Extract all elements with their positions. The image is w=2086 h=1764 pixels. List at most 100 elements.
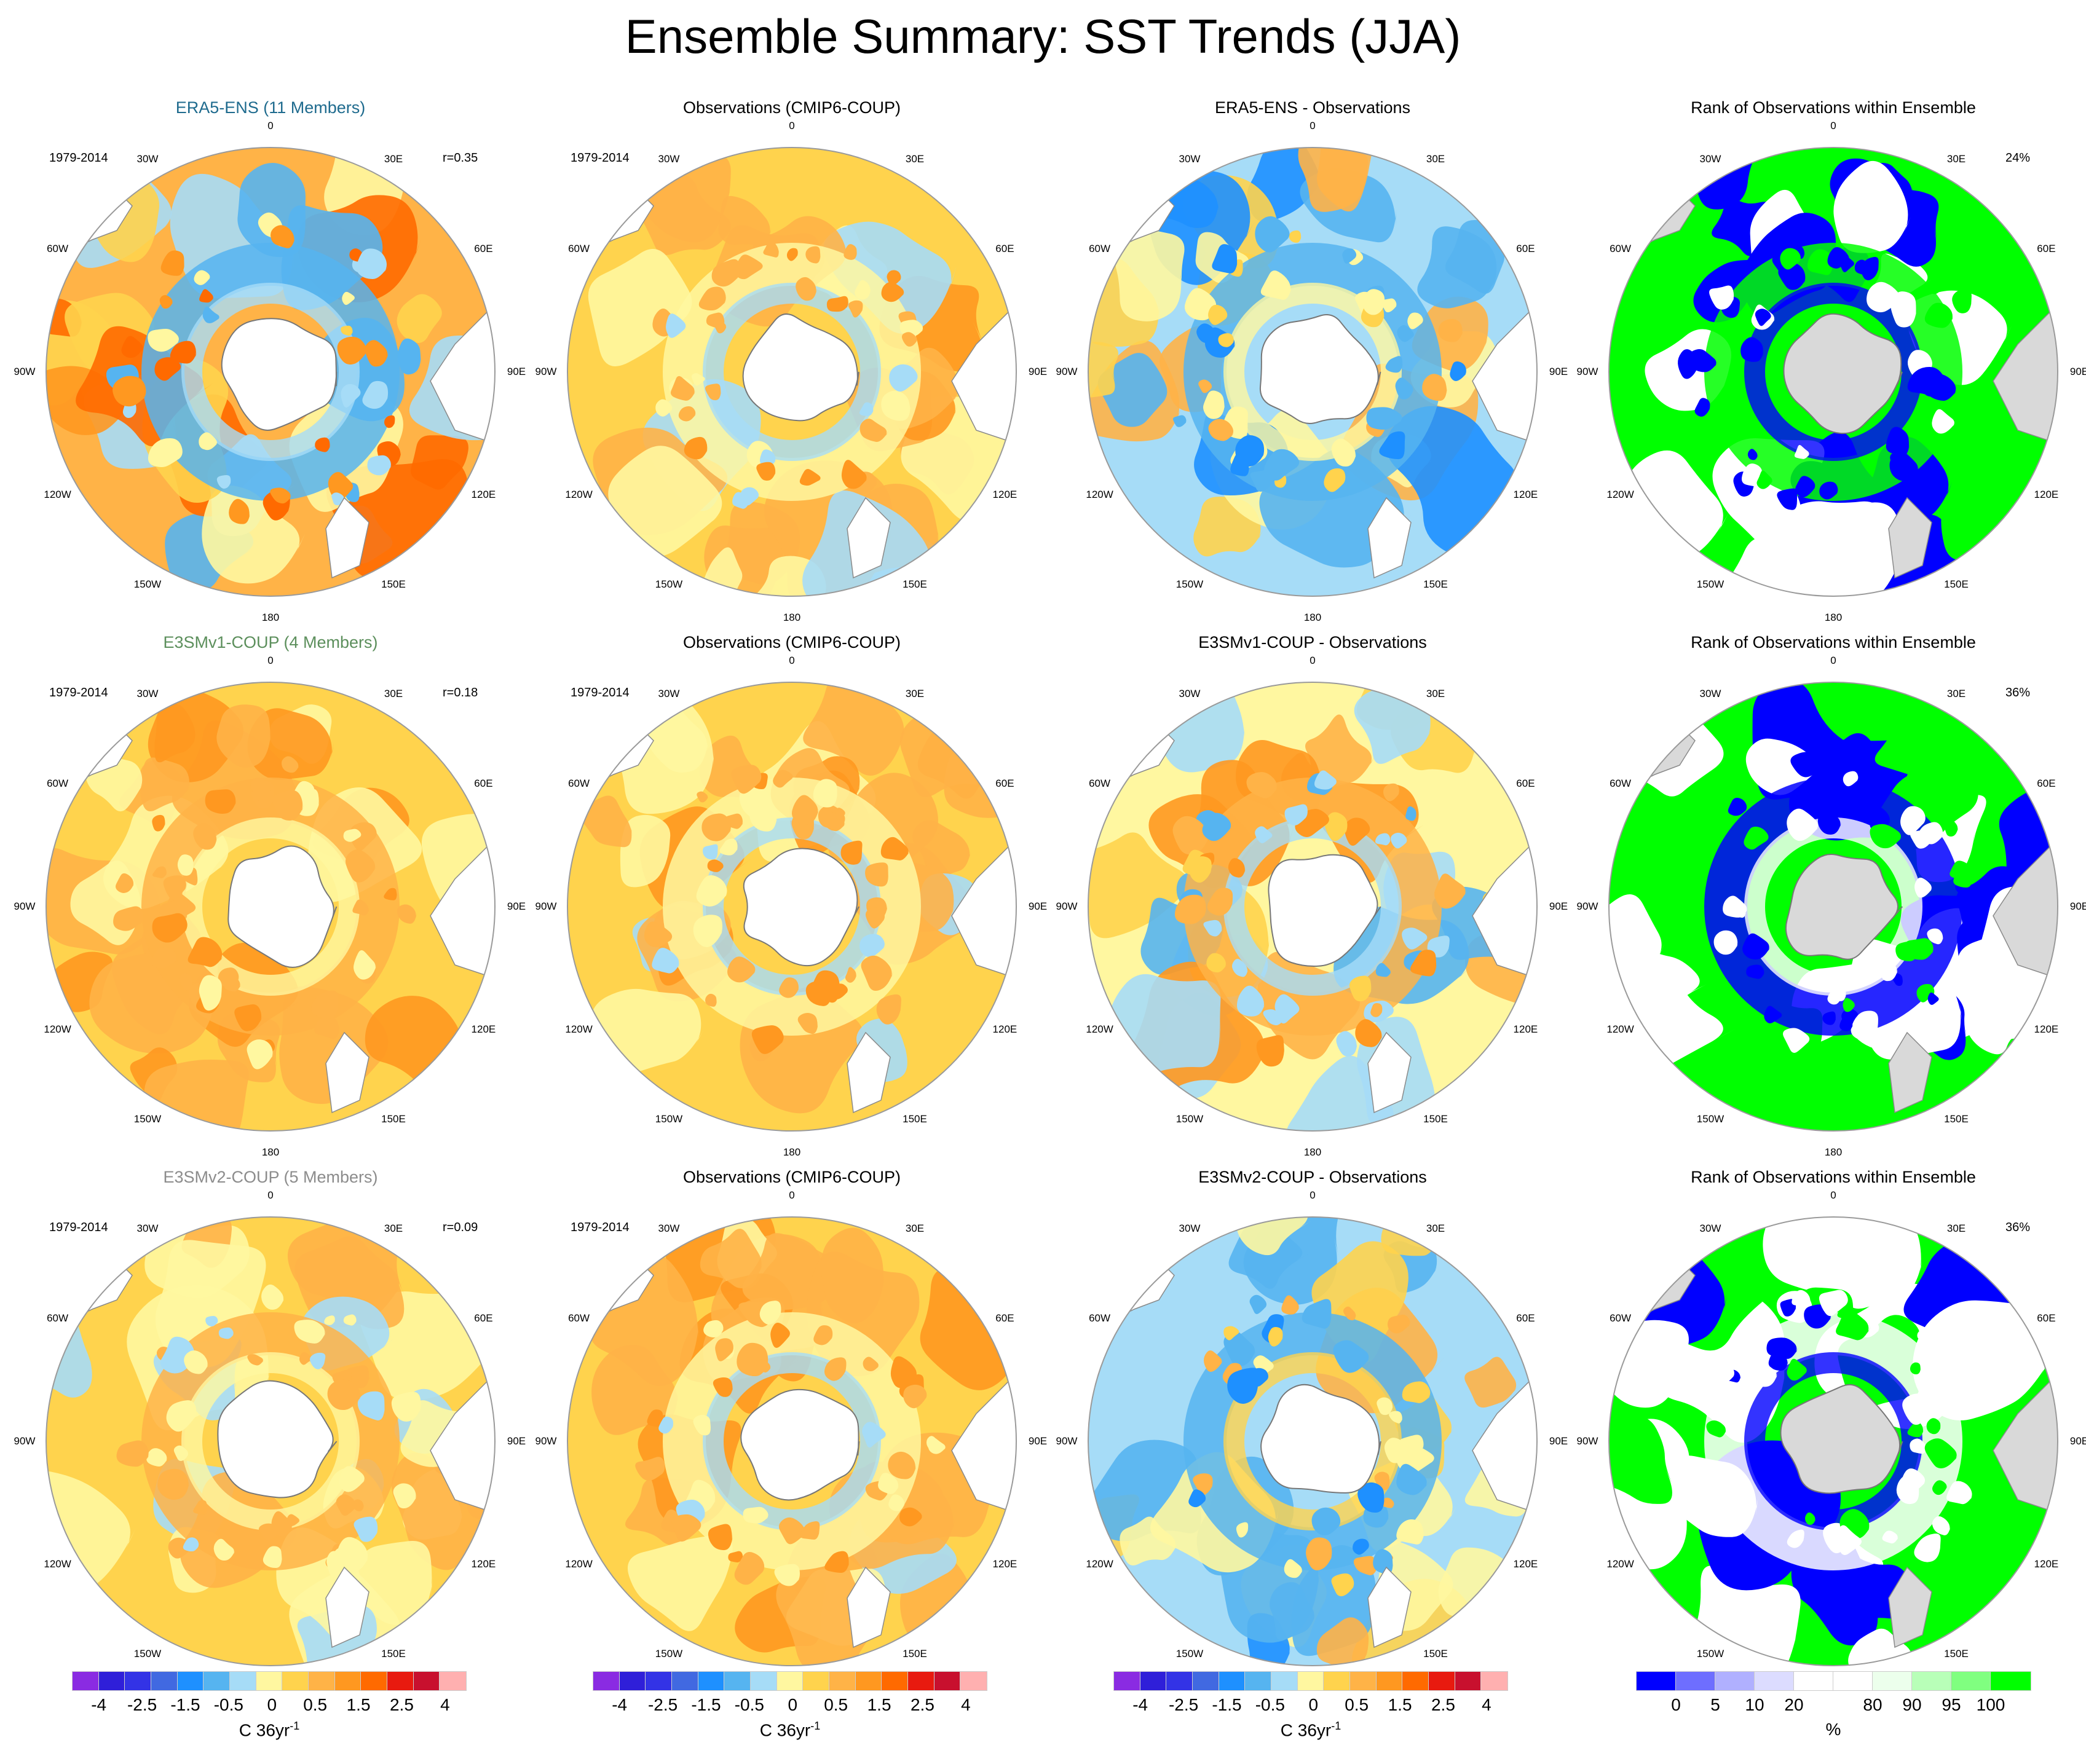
map-panel-e3smv1-4: Rank of Observations within Ensemble 36% 0…	[1577, 633, 2086, 1162]
colorbar-swatch	[592, 1671, 621, 1691]
longitude-label: 60W	[47, 243, 69, 254]
polar-map	[1608, 682, 2058, 1132]
longitude-label: 180	[261, 612, 280, 623]
longitude-label: 60E	[995, 778, 1014, 789]
longitude-label: 180	[261, 1146, 280, 1158]
longitude-label: 60E	[1516, 243, 1535, 254]
longitude-label: 150E	[1423, 578, 1448, 591]
colorbar-swatch	[1166, 1671, 1194, 1691]
longitude-label: 0	[267, 120, 274, 132]
colorbar-tick-label: 0	[1308, 1695, 1319, 1714]
longitude-label: 90E	[1028, 366, 1048, 377]
colorbar-swatch	[724, 1671, 752, 1691]
colorbar-swatch	[1402, 1671, 1430, 1691]
colorbar-swatch	[1793, 1671, 1835, 1691]
colorbar-swatch	[1480, 1671, 1509, 1691]
colorbar-tick-label: -4	[91, 1695, 107, 1714]
longitude-label: 30W	[1179, 687, 1201, 699]
sst-field	[567, 1217, 1016, 1666]
colorbar-swatch	[1454, 1671, 1482, 1691]
longitude-label: 90W	[1576, 900, 1598, 912]
colorbar-tick-label: 2.5	[389, 1695, 414, 1714]
longitude-label: 120E	[992, 1558, 1017, 1570]
antarctica-landmass	[1259, 314, 1381, 424]
map-panel-e3smv1-2: Observations (CMIP6-COUP) 1979-2014 0 30E 60…	[535, 633, 1048, 1162]
longitude-label: 150W	[655, 578, 683, 591]
period-label: 1979-2014	[571, 1221, 630, 1234]
map-outline	[1608, 147, 2058, 597]
longitude-label: 120W	[1086, 1558, 1113, 1570]
longitude-label: 30E	[905, 152, 925, 165]
longitude-label: 0	[1830, 655, 1836, 666]
panel-title: E3SMv2-COUP (5 Members)	[163, 1168, 378, 1186]
longitude-label: 60E	[1516, 1312, 1535, 1324]
longitude-label: 30W	[1699, 687, 1721, 699]
map-outline	[1088, 682, 1538, 1132]
colorbar-swatch	[124, 1671, 152, 1691]
longitude-label: 30E	[1946, 1222, 1966, 1234]
map-panel-era5-1: ERA5-ENS (11 Members) 1979-2014 r=0.35 0 30E…	[14, 98, 526, 627]
period-label: 1979-2014	[571, 151, 630, 165]
colorbar-swatch	[98, 1671, 126, 1691]
colorbar-unit-label: C 36yr-1	[239, 1720, 300, 1740]
sst-field	[46, 682, 495, 1131]
panel-title: Rank of Observations within Ensemble	[1691, 98, 1976, 117]
polar-map	[1088, 147, 1538, 597]
colorbar-tick-label: 4	[440, 1695, 450, 1714]
panel-title: Observations (CMIP6-COUP)	[682, 98, 901, 117]
colorbar-trend: -4 -2.5 -1.5 -0.5 0 0.5 1.5 2.5 4 C 36yr-1	[592, 1671, 1061, 1764]
colorbar-tick-label: 5	[1710, 1695, 1720, 1714]
longitude-label: 30W	[1179, 152, 1201, 165]
period-label: 1979-2014	[49, 686, 108, 699]
longitude-label: 150W	[655, 1648, 683, 1660]
antarctica-landmass	[227, 845, 338, 968]
longitude-label: 150W	[1175, 1648, 1204, 1660]
polar-map	[45, 147, 496, 597]
longitude-label: 60W	[47, 1312, 69, 1324]
sst-field	[1609, 1217, 2058, 1666]
longitude-label: 120E	[471, 489, 496, 500]
longitude-label: 0	[1310, 655, 1316, 666]
longitude-label: 30E	[1426, 687, 1445, 699]
longitude-label: 180	[1303, 1146, 1322, 1158]
colorbar-tick-label: 0.5	[1345, 1695, 1369, 1714]
polar-map	[45, 682, 496, 1132]
sst-field	[1088, 1217, 1537, 1666]
panel-title: E3SMv1-COUP (4 Members)	[163, 633, 378, 652]
antarctica-landmass	[1268, 854, 1381, 967]
panel-title: Rank of Observations within Ensemble	[1691, 633, 1976, 652]
longitude-label: 60E	[2037, 243, 2056, 254]
sst-field	[46, 1217, 495, 1666]
longitude-label: 90E	[2069, 1435, 2086, 1447]
colorbar-tick-label: -0.5	[734, 1695, 764, 1714]
colorbar-swatch	[1218, 1671, 1246, 1691]
longitude-label: 60W	[568, 778, 590, 789]
colorbar-tick-label: 20	[1784, 1695, 1804, 1714]
longitude-label: 120W	[1606, 489, 1634, 500]
colorbar-swatch	[907, 1671, 936, 1691]
longitude-label: 60E	[995, 1312, 1014, 1324]
longitude-label: 30W	[1699, 1222, 1721, 1234]
sst-field	[567, 682, 1016, 1131]
colorbar-tick-label: 2.5	[1431, 1695, 1455, 1714]
longitude-label: 90W	[1056, 366, 1078, 377]
longitude-label: 60E	[2037, 778, 2056, 789]
longitude-label: 120E	[471, 1023, 496, 1035]
longitude-label: 30W	[1699, 152, 1721, 165]
map-panel-e3smv2-4: Rank of Observations within Ensemble 36% 0…	[1577, 1168, 2086, 1696]
longitude-label: 150E	[903, 578, 927, 591]
polar-map	[45, 1216, 496, 1666]
colorbar-swatch	[413, 1671, 441, 1691]
colorbar-swatch	[671, 1671, 700, 1691]
longitude-label: 150E	[903, 1113, 927, 1125]
colorbar-swatch	[776, 1671, 804, 1691]
map-panel-era5-2: Observations (CMIP6-COUP) 1979-2014 0 30E 60…	[535, 98, 1048, 627]
colorbar-tick-label: 100	[1976, 1695, 2005, 1714]
colorbar-swatch	[933, 1671, 962, 1691]
sst-field	[567, 148, 1016, 596]
longitude-label: 150E	[381, 1113, 406, 1125]
colorbar-tick-label: -2.5	[1168, 1695, 1199, 1714]
longitude-label: 150W	[655, 1113, 683, 1125]
longitude-label: 30E	[905, 687, 925, 699]
longitude-label: 30W	[658, 152, 680, 165]
